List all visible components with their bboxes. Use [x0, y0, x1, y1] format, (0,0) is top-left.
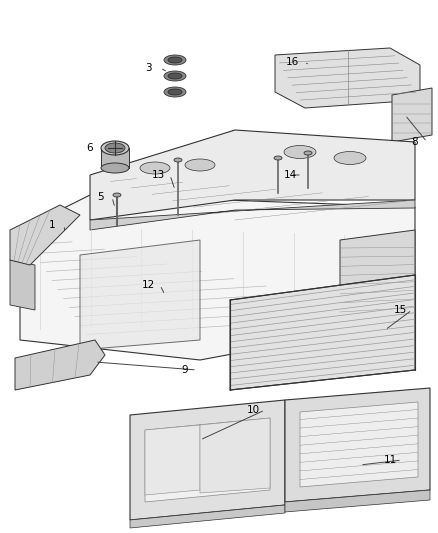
Polygon shape	[275, 48, 420, 108]
Polygon shape	[20, 195, 415, 360]
Polygon shape	[340, 230, 415, 320]
Ellipse shape	[274, 156, 282, 160]
Text: 5: 5	[97, 192, 103, 202]
Ellipse shape	[164, 55, 186, 65]
Polygon shape	[15, 340, 105, 390]
Ellipse shape	[164, 71, 186, 81]
Polygon shape	[392, 88, 432, 142]
Text: 6: 6	[87, 143, 93, 153]
Text: 1: 1	[49, 220, 55, 230]
Text: 9: 9	[182, 365, 188, 375]
Polygon shape	[101, 148, 129, 168]
Ellipse shape	[304, 151, 312, 155]
Ellipse shape	[334, 151, 366, 165]
Ellipse shape	[101, 163, 129, 173]
Polygon shape	[145, 425, 200, 495]
Ellipse shape	[113, 193, 121, 197]
Text: 8: 8	[412, 137, 418, 147]
Text: 15: 15	[393, 305, 406, 315]
Ellipse shape	[101, 141, 129, 155]
Polygon shape	[300, 402, 418, 487]
Ellipse shape	[168, 57, 182, 63]
Ellipse shape	[185, 159, 215, 171]
Polygon shape	[130, 400, 285, 520]
Text: 16: 16	[286, 57, 299, 67]
Polygon shape	[285, 388, 430, 502]
Ellipse shape	[164, 87, 186, 97]
Ellipse shape	[105, 143, 125, 153]
Ellipse shape	[284, 146, 316, 158]
Ellipse shape	[168, 89, 182, 95]
Polygon shape	[200, 418, 270, 493]
Text: 3: 3	[145, 63, 151, 73]
Polygon shape	[130, 505, 285, 528]
Text: 12: 12	[141, 280, 155, 290]
Ellipse shape	[168, 73, 182, 79]
Polygon shape	[90, 200, 415, 230]
Text: 11: 11	[383, 455, 397, 465]
Text: 14: 14	[283, 170, 297, 180]
Polygon shape	[145, 418, 270, 502]
Polygon shape	[10, 260, 35, 310]
Polygon shape	[230, 275, 415, 390]
Polygon shape	[80, 240, 200, 350]
Ellipse shape	[140, 162, 170, 174]
Text: 13: 13	[152, 170, 165, 180]
Polygon shape	[285, 490, 430, 512]
Ellipse shape	[174, 158, 182, 162]
Text: 10: 10	[247, 405, 260, 415]
Polygon shape	[90, 130, 415, 220]
Polygon shape	[10, 205, 80, 265]
